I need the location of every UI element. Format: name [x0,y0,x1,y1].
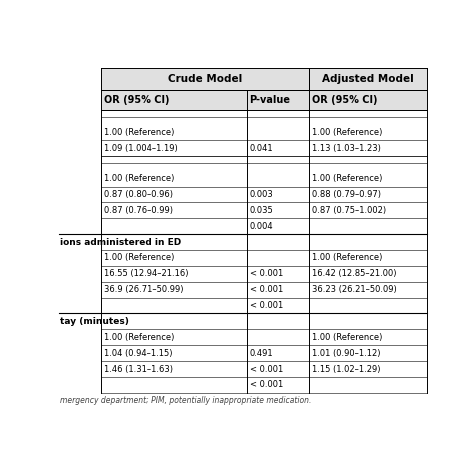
Text: 1.00 (Reference): 1.00 (Reference) [312,254,383,263]
Text: < 0.001: < 0.001 [249,285,283,294]
Text: Adjusted Model: Adjusted Model [322,74,414,84]
Text: P-value: P-value [249,95,291,105]
Text: 0.004: 0.004 [249,222,273,231]
Text: 1.04 (0.94–1.15): 1.04 (0.94–1.15) [104,349,173,358]
Text: 1.13 (1.03–1.23): 1.13 (1.03–1.23) [312,144,381,153]
Text: < 0.001: < 0.001 [249,301,283,310]
Text: 1.00 (Reference): 1.00 (Reference) [104,174,175,183]
Text: 1.00 (Reference): 1.00 (Reference) [104,128,175,137]
Text: 1.46 (1.31–1.63): 1.46 (1.31–1.63) [104,365,173,374]
Text: 0.87 (0.80–0.96): 0.87 (0.80–0.96) [104,190,173,199]
Text: 1.00 (Reference): 1.00 (Reference) [312,128,383,137]
Bar [246,90,309,110]
Text: mergency department; PIM, potentially inappropriate medication.: mergency department; PIM, potentially in… [60,395,311,404]
Text: 1.00 (Reference): 1.00 (Reference) [312,333,383,342]
Text: 0.491: 0.491 [249,349,273,358]
Text: 16.55 (12.94–21.16): 16.55 (12.94–21.16) [104,269,189,278]
Bar [101,68,309,90]
Text: tay (minutes): tay (minutes) [60,317,129,326]
Text: < 0.001: < 0.001 [249,365,283,374]
Bar [101,90,246,110]
Text: < 0.001: < 0.001 [249,269,283,278]
Text: OR (95% CI): OR (95% CI) [104,95,170,105]
Text: 0.035: 0.035 [249,206,273,215]
Text: 0.041: 0.041 [249,144,273,153]
Text: 1.15 (1.02–1.29): 1.15 (1.02–1.29) [312,365,381,374]
Text: 0.87 (0.76–0.99): 0.87 (0.76–0.99) [104,206,173,215]
Text: 1.00 (Reference): 1.00 (Reference) [104,254,175,263]
Text: Crude Model: Crude Model [168,74,242,84]
Bar [309,68,427,90]
Text: < 0.001: < 0.001 [249,381,283,390]
Text: 16.42 (12.85–21.00): 16.42 (12.85–21.00) [312,269,396,278]
Text: 1.00 (Reference): 1.00 (Reference) [312,174,383,183]
Text: OR (95% CI): OR (95% CI) [312,95,377,105]
Text: ions administered in ED: ions administered in ED [60,237,181,246]
Text: 0.003: 0.003 [249,190,273,199]
Bar [309,90,427,110]
Text: 36.23 (26.21–50.09): 36.23 (26.21–50.09) [312,285,397,294]
Text: 1.01 (0.90–1.12): 1.01 (0.90–1.12) [312,349,381,358]
Text: 0.87 (0.75–1.002): 0.87 (0.75–1.002) [312,206,386,215]
Text: 0.88 (0.79–0.97): 0.88 (0.79–0.97) [312,190,381,199]
Text: 1.00 (Reference): 1.00 (Reference) [104,333,175,342]
Text: 1.09 (1.004–1.19): 1.09 (1.004–1.19) [104,144,178,153]
Text: 36.9 (26.71–50.99): 36.9 (26.71–50.99) [104,285,184,294]
